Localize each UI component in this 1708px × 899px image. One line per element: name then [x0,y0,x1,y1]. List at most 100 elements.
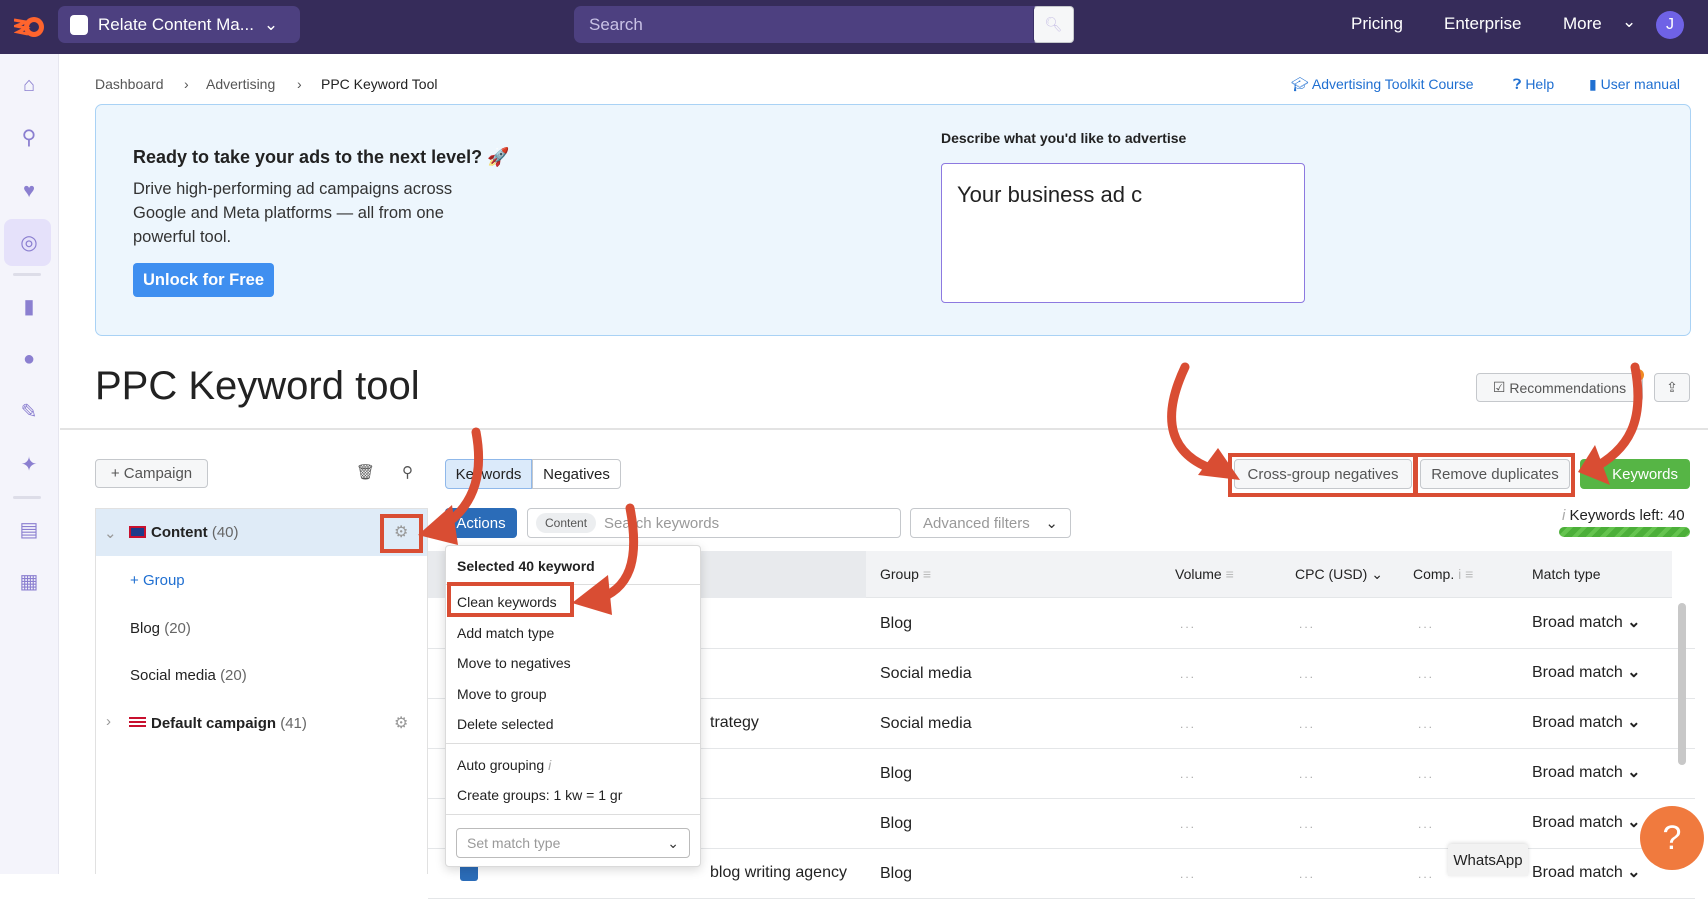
table-row[interactable]: Blog ... ... ... Broad match ⌄ [428,599,1695,649]
advertising-icon[interactable]: ◎ [20,232,38,254]
search-tag[interactable]: Content [536,513,597,533]
help-link[interactable]: ❓︎ Help [1513,76,1555,92]
annotation-arrows [418,362,1643,615]
add-campaign-label: Campaign [123,465,193,482]
course-link[interactable]: 🎓︎ Advertising Toolkit Course [1291,76,1474,92]
match-type-label: Broad match [1532,764,1623,781]
banner-title: Ready to take your ads to the next level… [133,147,510,167]
header-volume[interactable]: Volume ≡ [1175,566,1234,582]
help-chat-button[interactable]: ? [1640,806,1704,870]
group-item-social-media[interactable]: Social media (20) [130,667,247,684]
set-match-type-select[interactable]: Set match type ⌄ [456,828,690,858]
pen-icon[interactable]: ✎ [20,401,38,423]
banner-text: Drive high-performing ad campaigns acros… [133,180,453,246]
gear-icon[interactable]: ⚙ [394,715,409,732]
trash-icon[interactable]: 🗑︎ [356,464,376,481]
sort-icon: ≡ [922,566,931,582]
table-row[interactable]: Blog ... ... ... Broad match ⌄ [428,799,1695,849]
header-comp[interactable]: Comp. i ≡ [1413,566,1473,582]
unlock-button[interactable]: Unlock for Free [133,263,274,297]
chevron-down-icon[interactable]: ⌄ [104,525,117,542]
menu-item-move-to-group[interactable]: Move to group [457,686,547,702]
header-label: Comp. [1413,566,1455,582]
cpc-cell: ... [1299,717,1316,731]
comp-cell: ... [1418,617,1435,631]
menu-item-clean-keywords[interactable]: Clean keywords [457,594,557,610]
describe-textarea[interactable]: Your business ad c [941,163,1305,303]
project-selector[interactable]: Relate Content Ma... ⌄ [58,6,300,43]
chevron-down-icon: ⌄ [1627,664,1641,681]
menu-item-label: Auto grouping [457,757,545,773]
tab-keywords[interactable]: Keywords [445,459,532,489]
user-manual-link[interactable]: ▮ User manual [1589,76,1680,92]
apps-icon[interactable]: ▦ [19,571,39,593]
group-cell: Blog [880,815,913,832]
table-row[interactable]: trategy Social media ... ... ... Broad m… [428,699,1695,749]
menu-item-delete-selected[interactable]: Delete selected [457,716,554,732]
match-type-dropdown[interactable]: Broad match ⌄ [1532,712,1641,732]
manual-label: User manual [1600,76,1680,92]
whatsapp-button[interactable]: WhatsApp [1448,844,1528,876]
global-search-input[interactable]: Search 🔍︎ [574,6,1074,43]
campaign-row-content[interactable] [96,509,427,556]
match-type-dropdown[interactable]: Broad match ⌄ [1532,762,1641,782]
avatar[interactable]: J [1656,11,1684,39]
header-cpc[interactable]: CPC (USD) ⌄ [1295,566,1383,583]
sidebar-divider [13,496,41,499]
header-group[interactable]: Group ≡ [880,566,931,582]
recommendations-button[interactable]: ☑ Recommendations [1476,373,1643,402]
chart-icon[interactable]: ▮ [23,296,35,318]
group-cell: Social media [880,665,972,682]
gear-icon[interactable]: ⚙ [394,524,409,541]
menu-item-move-to-negatives[interactable]: Move to negatives [457,655,571,671]
group-name: Social media [130,667,216,684]
match-type-dropdown[interactable]: Broad match ⌄ [1532,812,1641,832]
table-row[interactable]: Social media ... ... ... Broad match ⌄ [428,649,1695,699]
home-icon[interactable]: ⌂ [22,74,36,96]
chevron-right-icon[interactable]: › [106,713,111,730]
add-group-link[interactable]: + Group [130,572,185,589]
cpc-cell: ... [1299,767,1316,781]
heart-icon[interactable]: ♥ [23,180,35,202]
tab-negatives[interactable]: Negatives [532,459,621,489]
chevron-down-icon: ⌄ [1627,764,1641,781]
comp-cell: ... [1418,667,1435,681]
table-row[interactable]: Blog ... ... ... Broad match ⌄ [428,749,1695,799]
remove-duplicates-button[interactable]: Remove duplicates [1420,459,1570,489]
search-icon[interactable]: ⚲ [402,464,413,481]
header-label: Volume [1175,566,1222,582]
nav-pricing[interactable]: Pricing [1351,14,1403,33]
divider [60,428,1708,430]
scrollbar[interactable] [1678,603,1686,765]
ai-sparkle-icon[interactable]: ✦ [20,454,38,476]
campaign-name: Content (40) [151,524,239,541]
menu-item-add-match-type[interactable]: Add match type [457,625,555,641]
breadcrumb-dashboard[interactable]: Dashboard [95,76,164,92]
export-button[interactable]: ⇪ [1654,373,1690,402]
match-type-dropdown[interactable]: Broad match ⌄ [1532,612,1641,632]
keyword-cell: trategy [710,714,759,731]
group-cell: Blog [880,615,913,632]
campaign-row-default[interactable]: Default campaign (41) [151,715,307,732]
group-cell: Blog [880,765,913,782]
add-campaign-button[interactable]: + Campaign [95,459,208,488]
select-placeholder: Set match type [467,835,561,851]
semrush-logo-icon[interactable] [14,12,48,42]
cpc-cell: ... [1299,667,1316,681]
cross-group-negatives-button[interactable]: Cross-group negatives [1234,459,1412,489]
match-type-dropdown[interactable]: Broad match ⌄ [1532,662,1641,682]
menu-item-auto-grouping[interactable]: Auto grouping i [457,757,551,773]
document-icon[interactable]: ▤ [19,519,39,541]
breadcrumb-advertising[interactable]: Advertising [206,76,276,92]
group-count: (20) [164,620,191,637]
seo-icon[interactable]: ⚲ [21,127,37,149]
keywords-left-label: i Keywords left: 40 [1562,507,1685,524]
nav-enterprise[interactable]: Enterprise [1444,14,1522,33]
search-icon[interactable]: 🔍︎ [1033,6,1074,43]
advanced-filters-dropdown[interactable]: Advanced filters ⌄ [910,508,1071,538]
location-icon[interactable]: ● [22,348,36,370]
menu-item-create-groups[interactable]: Create groups: 1 kw = 1 gr [457,787,623,803]
group-item-blog[interactable]: Blog (20) [130,620,191,637]
nav-more[interactable]: More [1563,14,1602,33]
comp-cell: ... [1418,717,1435,731]
